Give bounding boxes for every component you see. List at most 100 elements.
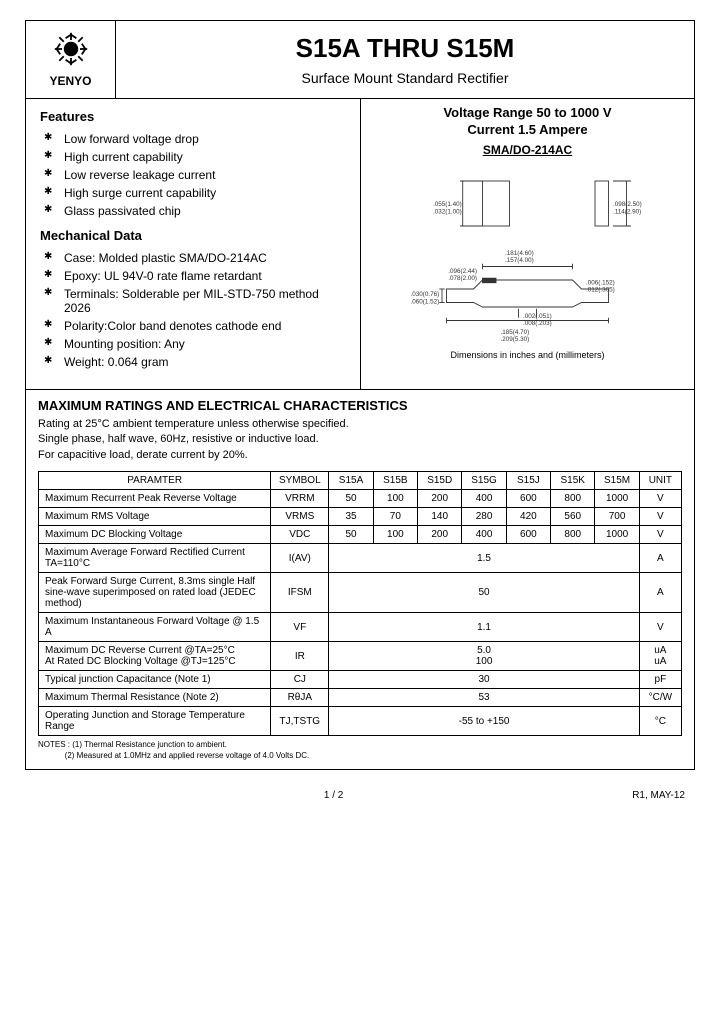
table-header: S15M	[595, 472, 639, 490]
value-cell: 1000	[595, 526, 639, 544]
value-cell: 200	[418, 490, 462, 508]
merged-value-cell: 30	[329, 671, 639, 689]
package-diagram: .055(1.40) .032(1.00) .098(2.50) .114(2.…	[367, 163, 688, 343]
title-cell: S15A THRU S15M Surface Mount Standard Re…	[116, 21, 694, 98]
voltage-range-label: Voltage Range 50 to 1000 V Current 1.5 A…	[367, 105, 688, 139]
header-row: YENYO S15A THRU S15M Surface Mount Stand…	[26, 21, 694, 99]
merged-value-cell: 1.5	[329, 544, 639, 573]
value-cell: 800	[551, 490, 595, 508]
feature-item: Glass passivated chip	[40, 202, 346, 220]
svg-text:.002(.051): .002(.051)	[523, 313, 552, 320]
value-cell: 420	[506, 508, 550, 526]
value-cell: 560	[551, 508, 595, 526]
mechanical-item: Epoxy: UL 94V-0 rate flame retardant	[40, 267, 346, 285]
unit-cell: pF	[639, 671, 681, 689]
value-cell: 140	[418, 508, 462, 526]
table-header: S15J	[506, 472, 550, 490]
value-cell: 100	[373, 526, 417, 544]
value-cell: 400	[462, 490, 506, 508]
mechanical-item: Terminals: Solderable per MIL-STD-750 me…	[40, 285, 346, 317]
svg-text:.078(2.00): .078(2.00)	[448, 275, 477, 282]
table-header: S15G	[462, 472, 506, 490]
param-cell: Peak Forward Surge Current, 8.3ms single…	[39, 573, 271, 613]
symbol-cell: VRRM	[271, 490, 329, 508]
value-cell: 400	[462, 526, 506, 544]
unit-cell: V	[639, 526, 681, 544]
unit-cell: V	[639, 508, 681, 526]
table-header: S15A	[329, 472, 373, 490]
ratings-description: Rating at 25°C ambient temperature unles…	[38, 417, 682, 463]
svg-text:.209(5.30): .209(5.30)	[501, 336, 530, 343]
value-cell: 280	[462, 508, 506, 526]
mechanical-item: Polarity:Color band denotes cathode end	[40, 317, 346, 335]
symbol-cell: VF	[271, 613, 329, 642]
content-row: Features Low forward voltage dropHigh cu…	[26, 99, 694, 390]
feature-item: High current capability	[40, 148, 346, 166]
ratings-desc-1: Rating at 25°C ambient temperature unles…	[38, 418, 349, 430]
table-row: Maximum Average Forward Rectified Curren…	[39, 544, 682, 573]
param-cell: Operating Junction and Storage Temperatu…	[39, 707, 271, 736]
table-row: Maximum Recurrent Peak Reverse VoltageVR…	[39, 490, 682, 508]
page-number: 1 / 2	[324, 790, 343, 801]
table-notes: NOTES : (1) Thermal Resistance junction …	[38, 740, 682, 761]
svg-text:.096(2.44): .096(2.44)	[448, 268, 477, 275]
table-row: Maximum DC Reverse Current @TA=25°CAt Ra…	[39, 642, 682, 671]
features-cell: Features Low forward voltage dropHigh cu…	[26, 99, 360, 389]
datasheet-frame: YENYO S15A THRU S15M Surface Mount Stand…	[25, 20, 695, 770]
ratings-desc-2: Single phase, half wave, 60Hz, resistive…	[38, 433, 319, 445]
param-cell: Maximum DC Reverse Current @TA=25°CAt Ra…	[39, 642, 271, 671]
diagram-cell: Voltage Range 50 to 1000 V Current 1.5 A…	[360, 99, 694, 389]
param-cell: Typical junction Capacitance (Note 1)	[39, 671, 271, 689]
value-cell: 50	[329, 526, 373, 544]
symbol-cell: VDC	[271, 526, 329, 544]
table-row: Maximum DC Blocking VoltageVDC5010020040…	[39, 526, 682, 544]
symbol-cell: RθJA	[271, 689, 329, 707]
features-list: Low forward voltage dropHigh current cap…	[40, 130, 346, 220]
symbol-cell: CJ	[271, 671, 329, 689]
param-cell: Maximum Thermal Resistance (Note 2)	[39, 689, 271, 707]
part-subtitle: Surface Mount Standard Rectifier	[126, 70, 684, 86]
table-row: Maximum RMS VoltageVRMS35701402804205607…	[39, 508, 682, 526]
table-row: Typical junction Capacitance (Note 1)CJ3…	[39, 671, 682, 689]
mechanical-item: Weight: 0.064 gram	[40, 353, 346, 371]
spec-table: PARAMTERSYMBOLS15AS15BS15DS15GS15JS15KS1…	[38, 471, 682, 736]
symbol-cell: I(AV)	[271, 544, 329, 573]
merged-value-cell: -55 to +150	[329, 707, 639, 736]
svg-text:.114(2.90): .114(2.90)	[613, 208, 641, 215]
company-name: YENYO	[31, 74, 110, 88]
svg-text:.008(.203): .008(.203)	[523, 320, 552, 327]
svg-text:.185(4.70): .185(4.70)	[501, 329, 530, 336]
svg-text:.030(0.76): .030(0.76)	[411, 291, 440, 298]
feature-item: Low reverse leakage current	[40, 166, 346, 184]
value-cell: 100	[373, 490, 417, 508]
svg-text:.157(4.00): .157(4.00)	[505, 257, 534, 264]
feature-item: High surge current capability	[40, 184, 346, 202]
param-cell: Maximum DC Blocking Voltage	[39, 526, 271, 544]
value-cell: 70	[373, 508, 417, 526]
merged-value-cell: 50	[329, 573, 639, 613]
note-1: NOTES : (1) Thermal Resistance junction …	[38, 740, 227, 749]
unit-cell: V	[639, 613, 681, 642]
value-cell: 600	[506, 490, 550, 508]
merged-value-cell: 1.1	[329, 613, 639, 642]
unit-cell: °C	[639, 707, 681, 736]
voltage-line1: Voltage Range 50 to 1000 V	[443, 105, 611, 120]
table-header: SYMBOL	[271, 472, 329, 490]
param-cell: Maximum Average Forward Rectified Curren…	[39, 544, 271, 573]
revision-label: R1, MAY-12	[632, 790, 685, 801]
symbol-cell: IFSM	[271, 573, 329, 613]
voltage-line2: Current 1.5 Ampere	[467, 122, 587, 137]
symbol-cell: TJ,TSTG	[271, 707, 329, 736]
logo-cell: YENYO	[26, 21, 116, 98]
table-header: S15B	[373, 472, 417, 490]
merged-value-cell: 53	[329, 689, 639, 707]
company-logo-icon	[53, 31, 89, 67]
part-title: S15A THRU S15M	[126, 33, 684, 64]
table-header: S15D	[418, 472, 462, 490]
dimension-note: Dimensions in inches and (millimeters)	[367, 350, 688, 360]
svg-text:.098(2.50): .098(2.50)	[613, 201, 642, 208]
param-cell: Maximum Recurrent Peak Reverse Voltage	[39, 490, 271, 508]
svg-text:.060(1.52): .060(1.52)	[411, 298, 440, 305]
value-cell: 50	[329, 490, 373, 508]
value-cell: 800	[551, 526, 595, 544]
